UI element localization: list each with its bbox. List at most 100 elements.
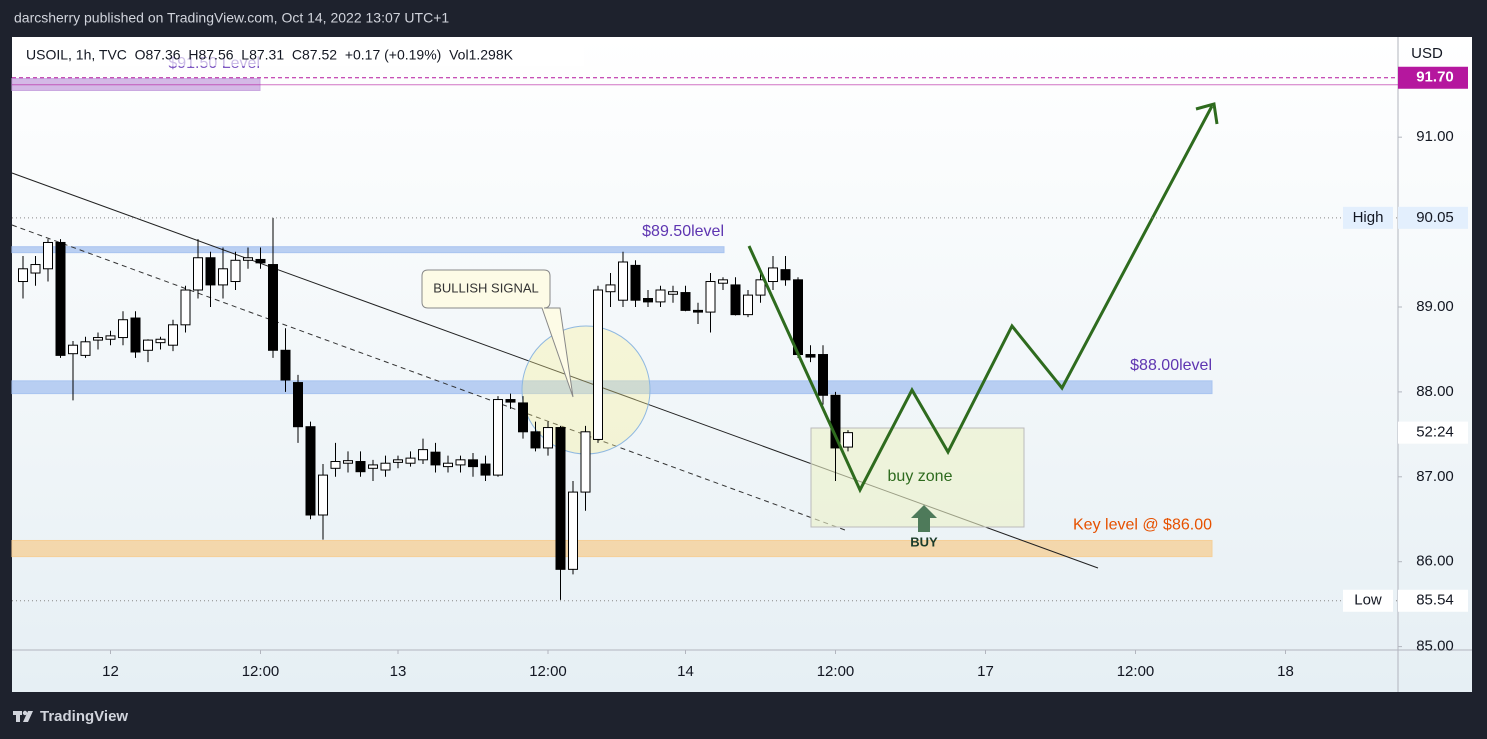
currency: USD bbox=[1411, 45, 1443, 62]
candle-body bbox=[405, 457, 416, 464]
candles bbox=[18, 217, 853, 600]
price-zone bbox=[11, 246, 725, 254]
candle-body bbox=[455, 459, 466, 466]
x-tick-label: 12:00 bbox=[817, 663, 855, 680]
candle-body bbox=[205, 257, 216, 286]
candle-body bbox=[718, 279, 728, 284]
candle-body bbox=[818, 354, 828, 396]
low-badge-bg bbox=[1398, 589, 1468, 612]
brand: TradingView bbox=[40, 708, 128, 725]
price-badge-bg bbox=[1398, 66, 1468, 89]
candle-body bbox=[93, 337, 103, 341]
projection-path bbox=[747, 105, 1214, 494]
candle-body bbox=[530, 431, 541, 449]
candle-body bbox=[255, 258, 266, 264]
countdown: 52:24 bbox=[1416, 424, 1454, 441]
candle-body bbox=[230, 259, 241, 283]
y-tick-label: 87.00 bbox=[1416, 468, 1454, 485]
x-tick-label: 12:00 bbox=[242, 663, 280, 680]
chart-panel bbox=[12, 37, 1472, 692]
x-tick-label: 13 bbox=[390, 663, 407, 680]
candle-body bbox=[505, 399, 516, 403]
candle-body bbox=[780, 269, 791, 281]
candle-body bbox=[830, 394, 841, 449]
bullish-label: BULLISH SIGNAL bbox=[433, 280, 539, 295]
dashed-trendline bbox=[11, 224, 846, 531]
candle-body bbox=[805, 354, 816, 358]
low-badge: 85.54 bbox=[1416, 592, 1454, 609]
y-tick-label: 86.00 bbox=[1416, 553, 1454, 570]
candle-body bbox=[168, 324, 178, 346]
candle-body bbox=[105, 335, 116, 340]
candle-body bbox=[568, 491, 578, 570]
legend-bg bbox=[14, 44, 584, 66]
candle-body bbox=[418, 449, 428, 461]
candle-body bbox=[768, 267, 778, 283]
candle-body bbox=[55, 241, 66, 356]
y-tick-label: 88.00 bbox=[1416, 383, 1454, 400]
candle-body bbox=[630, 264, 641, 301]
candle-body bbox=[480, 463, 491, 476]
candle-body bbox=[468, 459, 478, 468]
candle-body bbox=[18, 268, 28, 283]
candle-body bbox=[30, 264, 41, 274]
x-tick-label: 14 bbox=[677, 663, 694, 680]
candle-body bbox=[280, 349, 291, 381]
candle-body bbox=[555, 427, 566, 570]
buy-arrow bbox=[911, 505, 937, 532]
candle-body bbox=[143, 339, 153, 351]
price-zone bbox=[11, 539, 1213, 558]
line-name-bg bbox=[1343, 206, 1393, 229]
candle-body bbox=[180, 289, 191, 326]
candle-body bbox=[43, 241, 53, 270]
candle-body bbox=[293, 382, 303, 428]
candle-body bbox=[430, 451, 441, 466]
candle-body bbox=[680, 292, 691, 311]
high-badge: 90.05 bbox=[1416, 209, 1454, 226]
zone-label: $88.00level bbox=[1130, 357, 1212, 374]
published: darcsherry published on TradingView.com,… bbox=[14, 10, 449, 26]
candle-body bbox=[80, 341, 91, 356]
line-name: High bbox=[1353, 209, 1384, 226]
countdown-bg bbox=[1398, 421, 1468, 444]
candle-body bbox=[355, 461, 366, 473]
price-badge: 91.70 bbox=[1416, 69, 1454, 86]
candle-body bbox=[268, 264, 278, 351]
line-name-bg bbox=[1343, 589, 1393, 612]
candle-body bbox=[493, 399, 503, 476]
buy-label: BUY bbox=[910, 534, 938, 549]
symbol-info: USOIL, 1h, TVC O87.36 H87.56 L87.31 C87.… bbox=[26, 47, 514, 63]
candle-body bbox=[668, 291, 678, 295]
candle-body bbox=[743, 294, 753, 316]
line-name: Low bbox=[1354, 592, 1382, 609]
x-tick-label: 12:00 bbox=[1117, 663, 1155, 680]
candle-body bbox=[118, 319, 128, 339]
candle-body bbox=[155, 338, 166, 344]
candle-body bbox=[605, 284, 616, 293]
candle-body bbox=[218, 268, 228, 286]
zone-label: Key level @ $86.00 bbox=[1073, 517, 1212, 534]
high-badge-bg bbox=[1398, 206, 1468, 229]
candle-body bbox=[518, 402, 528, 433]
candle-body bbox=[380, 462, 391, 471]
candle-body bbox=[343, 460, 353, 464]
candle-body bbox=[443, 462, 453, 468]
projection-arrowhead bbox=[1195, 102, 1219, 125]
candle-body bbox=[305, 426, 316, 516]
zone-label: $89.50level bbox=[642, 223, 724, 240]
candle-body bbox=[130, 317, 141, 353]
candle-body bbox=[755, 279, 766, 296]
candle-body bbox=[318, 474, 328, 516]
candle-body bbox=[655, 289, 666, 303]
candle-body bbox=[243, 257, 253, 261]
y-tick-label: 85.00 bbox=[1416, 638, 1454, 655]
buy-zone-label: buy zone bbox=[888, 468, 953, 485]
candle-body bbox=[843, 432, 853, 448]
candle-body bbox=[618, 261, 628, 301]
x-tick-label: 12:00 bbox=[529, 663, 567, 680]
candle-body bbox=[543, 427, 553, 449]
candle-body bbox=[730, 284, 741, 316]
candle-body bbox=[705, 281, 716, 313]
